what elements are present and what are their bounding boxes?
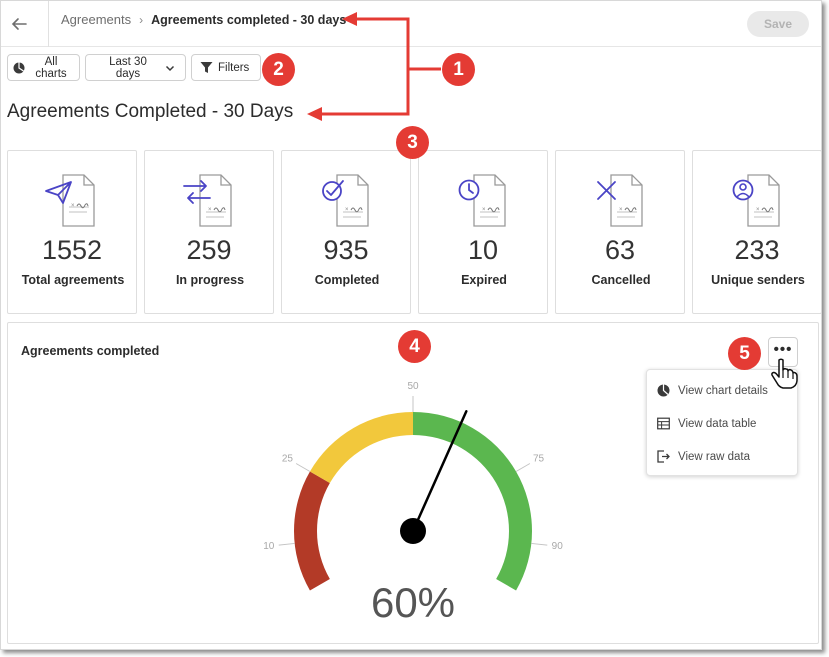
divider: [48, 1, 49, 47]
gauge-tick-label-3: 75: [533, 454, 545, 465]
table-icon: [657, 417, 670, 430]
save-button[interactable]: Save: [747, 11, 809, 37]
gauge-tick-label-4: 90: [552, 541, 564, 552]
callout-badge-3: 3: [396, 126, 429, 159]
gauge-tick-label-1: 25: [282, 454, 294, 465]
back-arrow-icon[interactable]: [7, 11, 33, 37]
clock-document-icon: ×: [458, 174, 506, 227]
card-total-agreements[interactable]: × 1552 Total agreements: [7, 150, 137, 314]
hand-cursor-icon: [771, 358, 798, 389]
card-label: Expired: [461, 273, 507, 287]
filters-label: Filters: [218, 61, 250, 74]
svg-text:×: ×: [345, 207, 349, 213]
callout-badge-4: 4: [398, 330, 431, 363]
card-label: Completed: [314, 273, 380, 287]
pie-chart-icon: [13, 62, 25, 73]
callout-badge-1: 1: [442, 53, 475, 86]
menu-item-label: View data table: [678, 417, 757, 430]
card-completed[interactable]: × 935 Completed: [281, 150, 411, 314]
menu-item-label: View chart details: [678, 384, 768, 397]
card-value: 10: [467, 235, 499, 265]
check-document-icon: ×: [322, 174, 369, 227]
gauge-tick-3: [515, 463, 531, 472]
gauge-chart: 10 25 50 75 90 60%: [263, 381, 564, 626]
breadcrumb: Agreements › Agreements completed - 30 d…: [61, 12, 346, 27]
card-label: Unique senders: [711, 273, 805, 287]
callout-badge-5: 5: [728, 337, 761, 370]
all-charts-button[interactable]: All charts: [7, 54, 80, 81]
svg-text:×: ×: [71, 203, 75, 209]
card-expired[interactable]: × 10 Expired: [418, 150, 548, 314]
card-unique-senders[interactable]: × 233 Unique senders: [692, 150, 821, 314]
export-icon: [657, 450, 670, 463]
page-title: Agreements Completed - 30 Days: [7, 101, 294, 122]
all-charts-label: All charts: [35, 55, 67, 80]
breadcrumb-separator: ›: [139, 12, 144, 27]
svg-text:×: ×: [756, 207, 760, 213]
card-cancelled[interactable]: × 63 Cancelled: [555, 150, 685, 314]
arrows-document-icon: ×: [183, 174, 232, 227]
send-document-icon: ×: [45, 174, 95, 227]
menu-item-view-data-table[interactable]: View data table: [657, 417, 756, 430]
more-icon: •••: [773, 340, 793, 358]
date-range-label: Last 30 days: [109, 55, 147, 80]
menu-item-view-chart-details[interactable]: View chart details: [657, 384, 768, 397]
card-label: Cancelled: [591, 273, 651, 287]
top-bar: Agreements › Agreements completed - 30 d…: [1, 1, 821, 47]
x-document-icon: ×: [597, 174, 643, 227]
gauge-tick-label-2: 50: [407, 381, 419, 392]
card-value: 935: [323, 235, 369, 265]
user-document-icon: ×: [732, 174, 780, 227]
menu-item-label: View raw data: [678, 450, 751, 463]
filters-button[interactable]: Filters: [191, 54, 261, 81]
card-in-progress[interactable]: × 259 In progress: [144, 150, 274, 314]
gauge-tick-0: [278, 542, 295, 546]
breadcrumb-parent[interactable]: Agreements: [61, 12, 132, 27]
svg-text:×: ×: [482, 207, 486, 213]
card-value: 63: [604, 235, 636, 265]
chevron-down-icon: [165, 65, 175, 71]
gauge-needle-hub: [400, 518, 426, 544]
gauge-tick-1: [295, 463, 311, 472]
chart-panel: Agreements completed 10 25 50 75 90 60% ••• V…: [7, 322, 819, 644]
summary-cards: × 1552 Total agreements × 259 In progres…: [7, 150, 821, 314]
menu-item-view-raw-data[interactable]: View raw data: [657, 450, 750, 463]
pie-chart-icon: [657, 384, 670, 397]
date-range-dropdown[interactable]: Last 30 days: [85, 54, 186, 81]
gauge-tick-4: [531, 542, 548, 546]
gauge-band-0: [294, 471, 330, 591]
annotation-arrows: [307, 12, 441, 121]
breadcrumb-current: Agreements completed - 30 days: [151, 12, 347, 27]
chart-title: Agreements completed: [21, 344, 160, 358]
gauge-tick-label-0: 10: [263, 541, 275, 552]
svg-text:×: ×: [208, 207, 212, 213]
card-label: Total agreements: [21, 273, 125, 287]
card-value: 1552: [41, 235, 103, 265]
gauge-value-label: 60%: [371, 579, 455, 626]
card-value: 233: [734, 235, 780, 265]
svg-text:×: ×: [619, 207, 623, 213]
card-label: In progress: [175, 273, 245, 287]
callout-badge-2: 2: [262, 53, 295, 86]
card-value: 259: [186, 235, 232, 265]
gauge-band-2: [413, 412, 532, 591]
gauge-band-1: [309, 412, 413, 483]
toolbar: All charts Last 30 days Filters: [7, 54, 261, 81]
gauge-needle: [411, 410, 468, 533]
chart-options-menu: View chart details View data table View …: [646, 369, 798, 476]
filter-icon: [200, 62, 213, 73]
